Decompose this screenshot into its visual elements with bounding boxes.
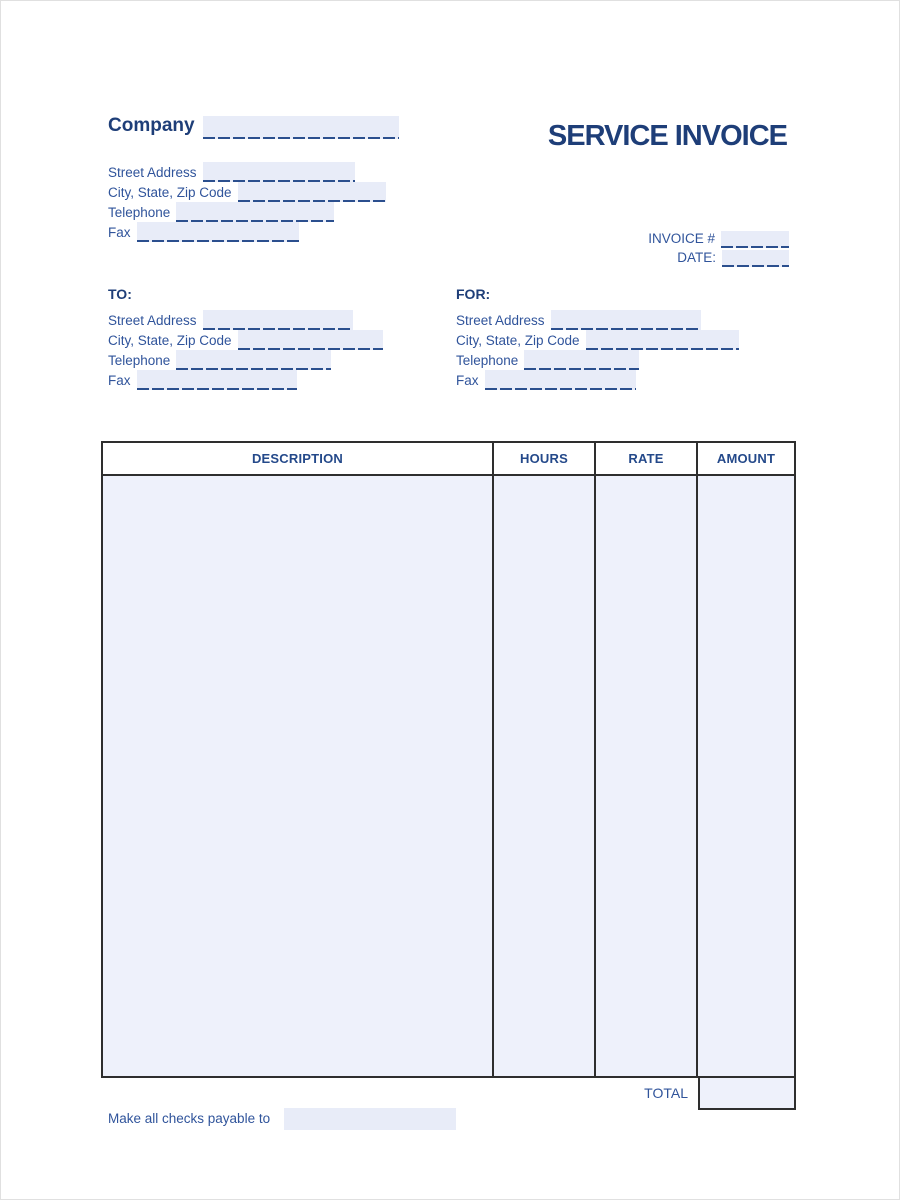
table-header-row: DESCRIPTION HOURS RATE AMOUNT: [103, 443, 794, 476]
invoice-date-label: DATE:: [677, 250, 716, 265]
for-street-address-field[interactable]: [550, 310, 701, 330]
to-fax-label: Fax: [108, 373, 131, 388]
to-fax-field[interactable]: [136, 370, 297, 390]
invoice-title: SERVICE INVOICE: [547, 120, 788, 152]
rate-input-area[interactable]: [594, 476, 696, 1076]
for-telephone-label: Telephone: [456, 353, 519, 368]
for-telephone-field[interactable]: [524, 350, 640, 370]
invoice-date-field[interactable]: [722, 250, 789, 267]
company-city-state-zip-label: City, State, Zip Code: [108, 185, 232, 200]
company-label: Company: [108, 115, 195, 136]
to-city-state-zip-field[interactable]: [237, 330, 383, 350]
table-body-row: [103, 476, 794, 1076]
line-items-table: DESCRIPTION HOURS RATE AMOUNT: [101, 441, 796, 1078]
to-street-address-field[interactable]: [202, 310, 353, 330]
company-fax-label: Fax: [108, 225, 131, 240]
amount-input-area[interactable]: [696, 476, 794, 1076]
company-name-field[interactable]: [202, 116, 399, 139]
company-street-address-label: Street Address: [108, 165, 197, 180]
description-column-header: DESCRIPTION: [251, 451, 344, 466]
company-street-address-field[interactable]: [202, 162, 355, 182]
company-fax-field[interactable]: [136, 222, 299, 242]
company-telephone-field[interactable]: [176, 202, 335, 222]
description-input-area[interactable]: [103, 476, 492, 1076]
company-address-block: Street Address City, State, Zip Code Tel…: [108, 162, 386, 242]
company-city-state-zip-field[interactable]: [237, 182, 386, 202]
checks-payable-field[interactable]: [284, 1108, 457, 1130]
for-section: FOR: Street Address City, State, Zip Cod…: [456, 286, 739, 390]
for-city-state-zip-label: City, State, Zip Code: [456, 333, 580, 348]
hours-input-area[interactable]: [492, 476, 594, 1076]
checks-payable-label: Make all checks payable to: [108, 1111, 271, 1126]
rate-column-header: RATE: [594, 443, 696, 474]
for-fax-field[interactable]: [484, 370, 636, 390]
to-street-address-label: Street Address: [108, 313, 197, 328]
hours-column-header: HOURS: [492, 443, 594, 474]
to-heading: TO:: [108, 286, 132, 302]
invoice-number-field[interactable]: [721, 231, 789, 248]
company-telephone-label: Telephone: [108, 205, 171, 220]
to-telephone-field[interactable]: [176, 350, 332, 370]
to-city-state-zip-label: City, State, Zip Code: [108, 333, 232, 348]
for-street-address-label: Street Address: [456, 313, 545, 328]
to-section: TO: Street Address City, State, Zip Code…: [108, 286, 383, 390]
invoice-number-label: INVOICE #: [648, 231, 715, 246]
for-heading: FOR:: [456, 286, 491, 302]
to-telephone-label: Telephone: [108, 353, 171, 368]
total-row: TOTAL: [101, 1076, 796, 1110]
for-city-state-zip-field[interactable]: [585, 330, 739, 350]
total-label: TOTAL: [644, 1085, 688, 1101]
invoice-meta: INVOICE # DATE:: [648, 229, 789, 267]
amount-column-header: AMOUNT: [696, 443, 794, 474]
company-line: Company: [108, 113, 399, 139]
for-fax-label: Fax: [456, 373, 479, 388]
checks-payable-line: Make all checks payable to: [108, 1108, 457, 1130]
total-amount-field[interactable]: [698, 1076, 796, 1110]
